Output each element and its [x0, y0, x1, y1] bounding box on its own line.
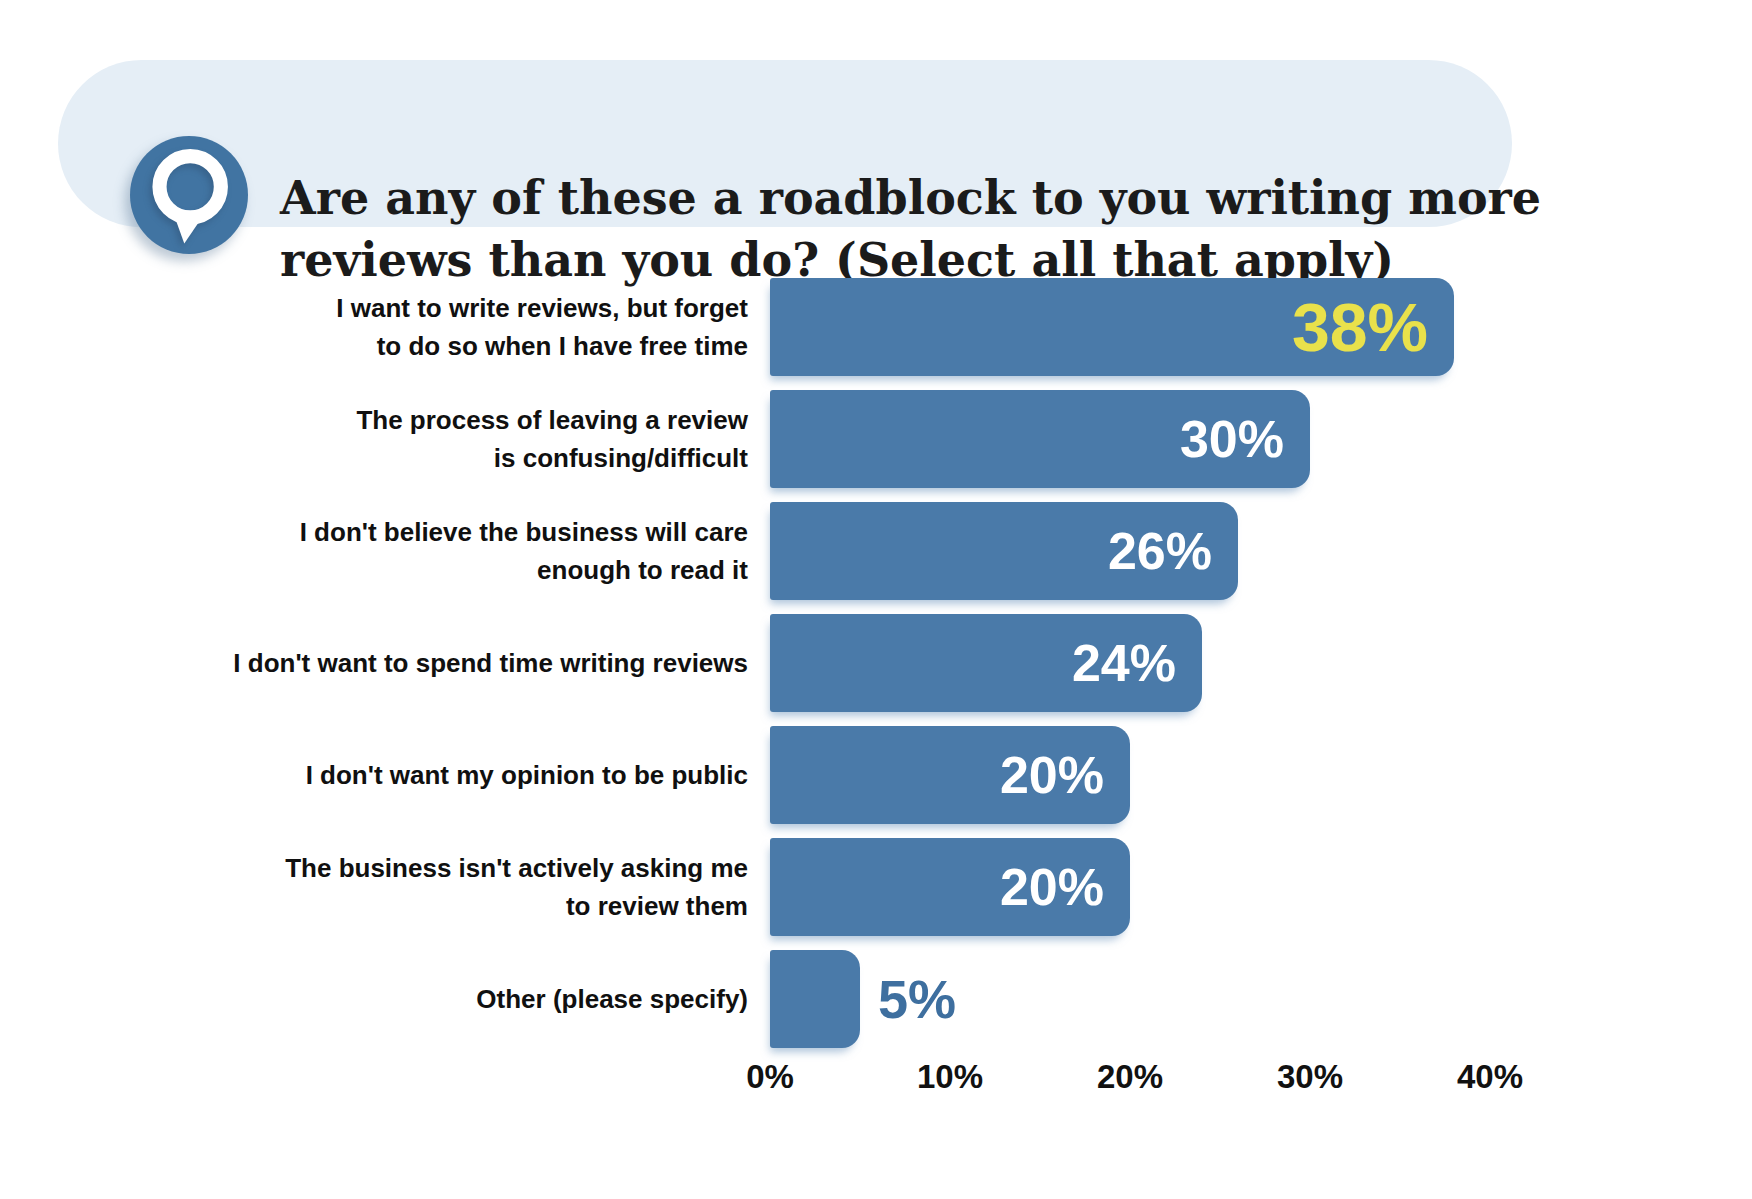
question-icon-circle [130, 136, 248, 254]
bar-2: 26% [770, 502, 1238, 600]
bar-5: 20% [770, 838, 1130, 936]
x-tick-20%: 20% [1050, 1058, 1210, 1096]
magnifier-q-icon [130, 136, 248, 254]
category-label-1: The process of leaving a review is confu… [60, 390, 748, 488]
bar-1: 30% [770, 390, 1310, 488]
value-label-6: 5% [878, 950, 956, 1048]
bar-3: 24% [770, 614, 1202, 712]
category-label-0: I want to write reviews, but forget to d… [60, 278, 748, 376]
category-label-4: I don't want my opinion to be public [60, 726, 748, 824]
x-tick-40%: 40% [1410, 1058, 1570, 1096]
value-label-5: 20% [1000, 857, 1130, 917]
category-label-2: I don't believe the business will care e… [60, 502, 748, 600]
x-tick-30%: 30% [1230, 1058, 1390, 1096]
x-tick-0%: 0% [690, 1058, 850, 1096]
category-label-5: The business isn't actively asking me to… [60, 838, 748, 936]
value-label-3: 24% [1072, 633, 1202, 693]
question-title: Are any of these a roadblock to you writ… [280, 167, 1560, 291]
x-tick-10%: 10% [870, 1058, 1030, 1096]
question-header: Are any of these a roadblock to you writ… [58, 60, 1512, 227]
value-label-4: 20% [1000, 745, 1130, 805]
bar-0: 38% [770, 278, 1454, 376]
category-label-6: Other (please specify) [60, 950, 748, 1048]
infographic-canvas: Are any of these a roadblock to you writ… [0, 0, 1752, 1199]
value-label-1: 30% [1180, 409, 1310, 469]
bar-4: 20% [770, 726, 1130, 824]
category-label-3: I don't want to spend time writing revie… [60, 614, 748, 712]
value-label-2: 26% [1108, 521, 1238, 581]
value-label-0: 38% [1292, 288, 1454, 366]
bar-6 [770, 950, 860, 1048]
